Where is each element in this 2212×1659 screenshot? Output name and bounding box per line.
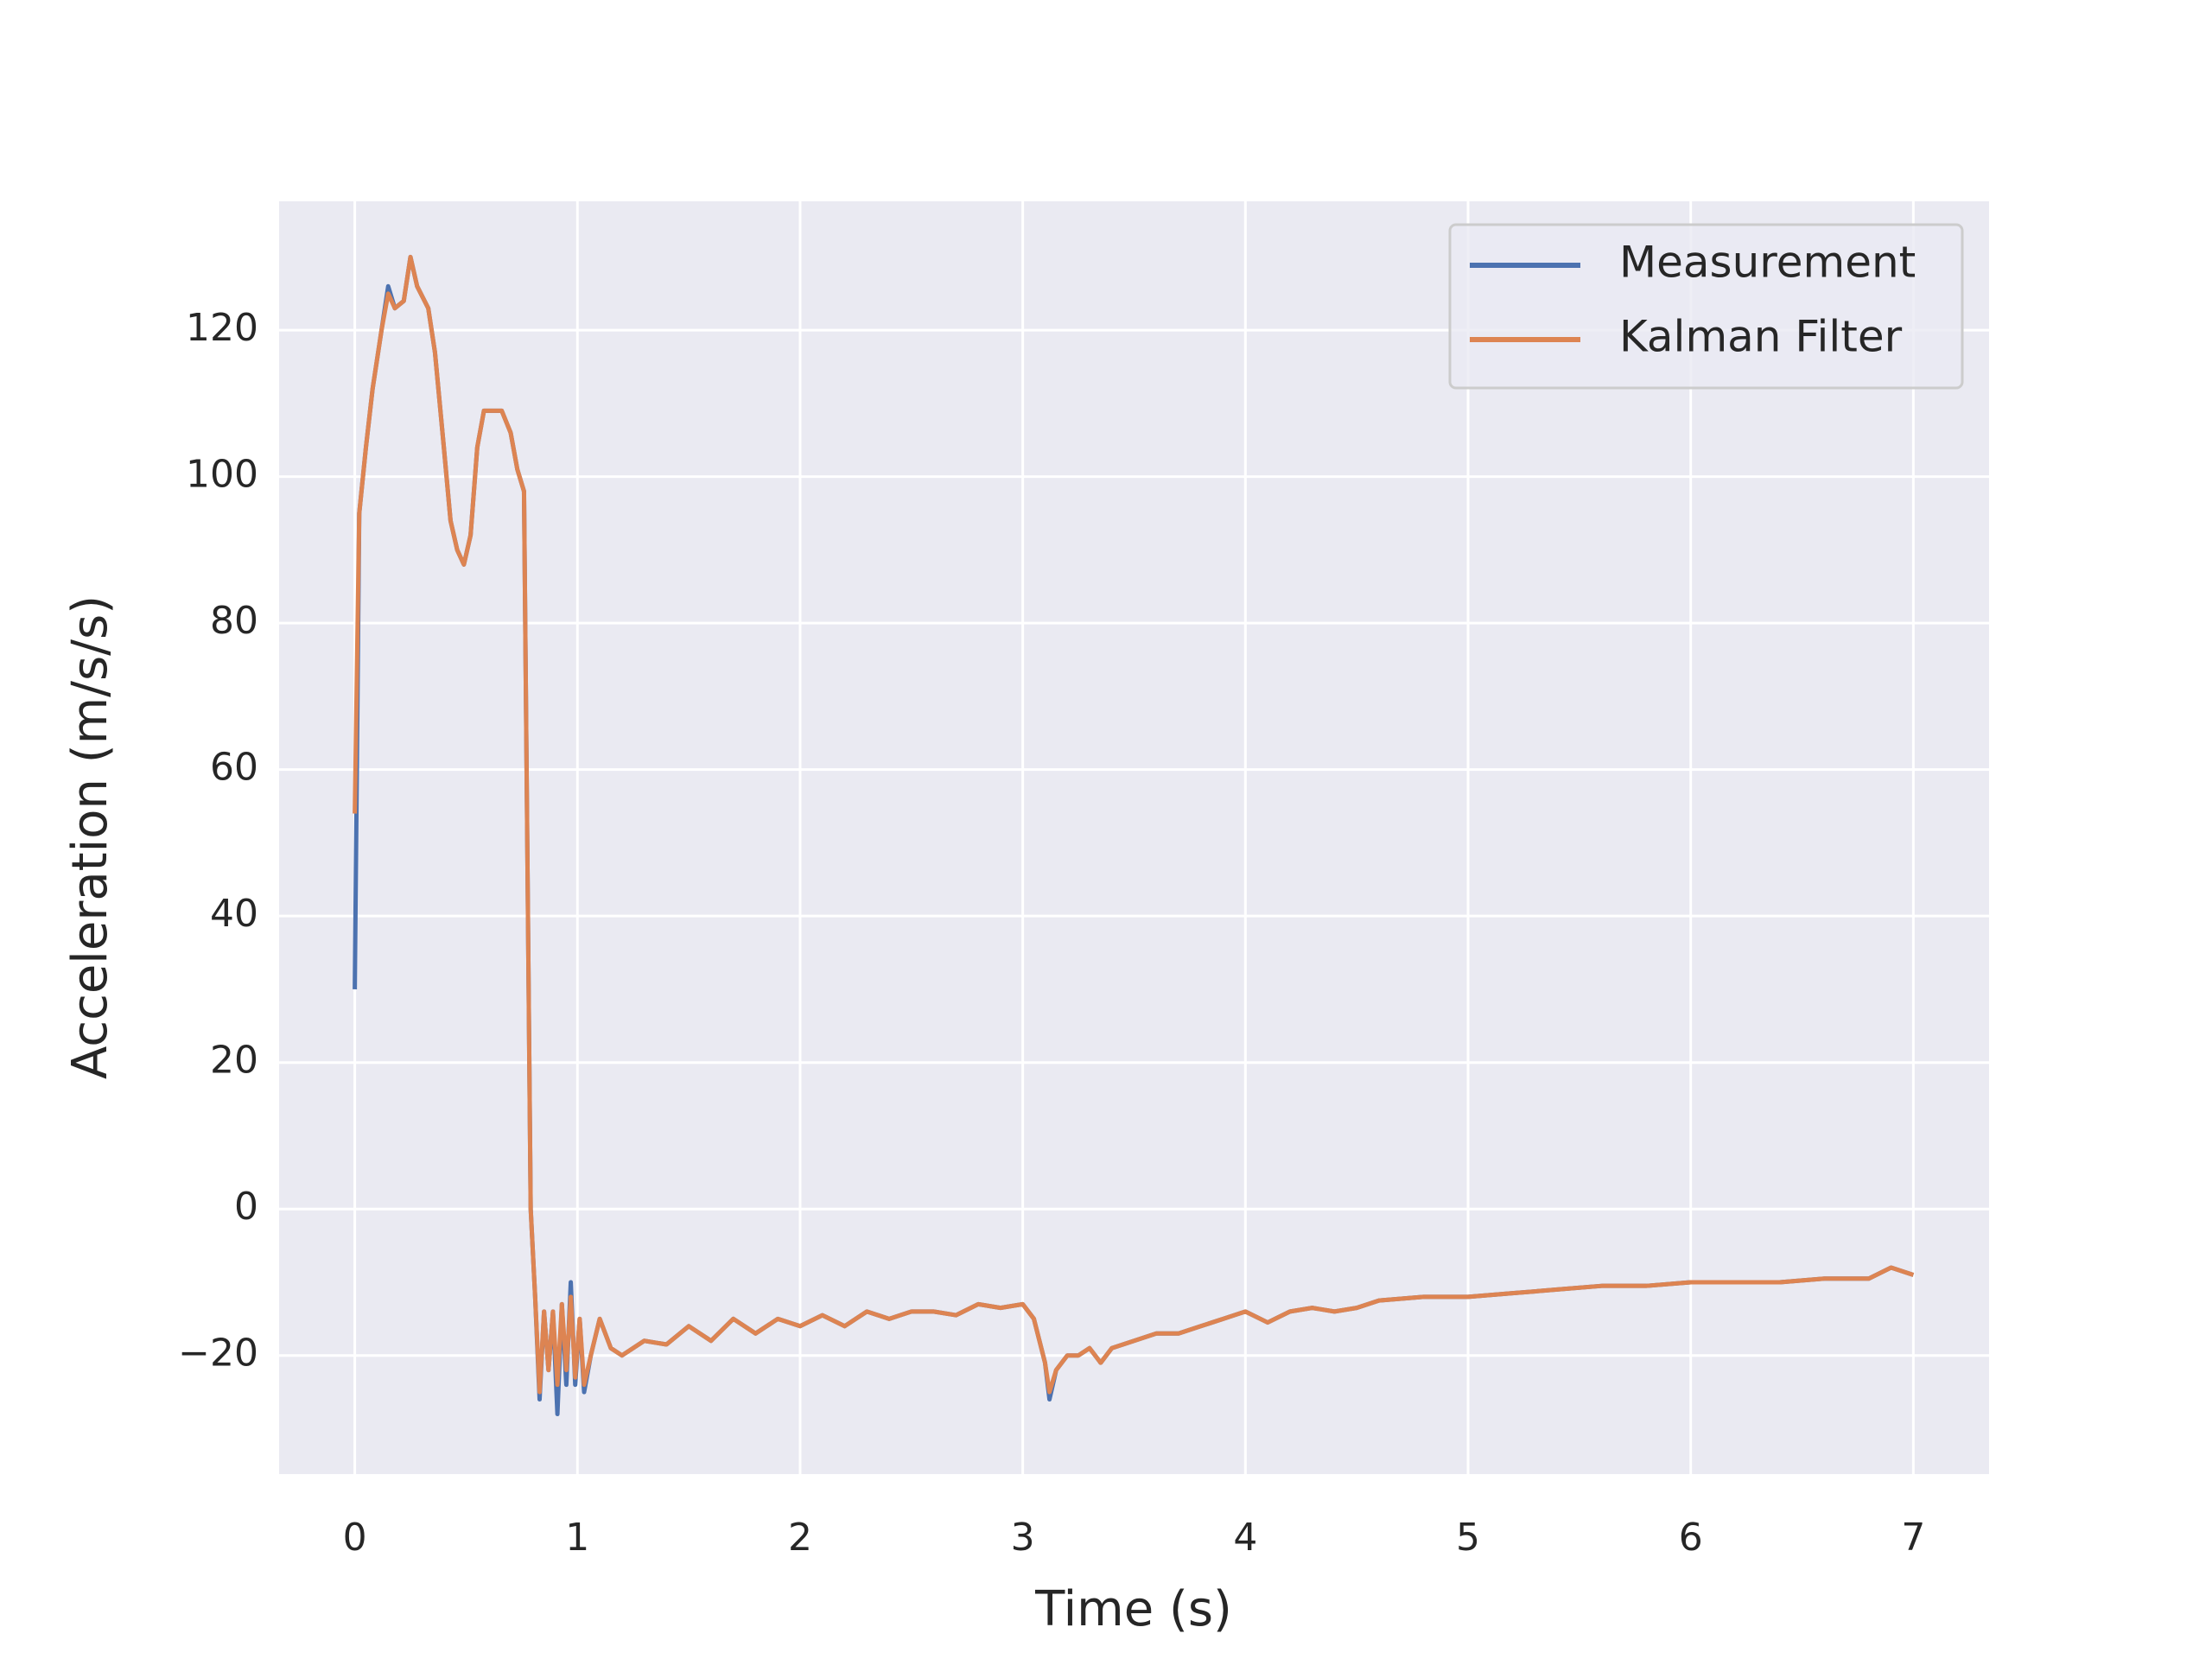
legend-label: Kalman Filter [1619, 312, 1903, 362]
y-tick-label: −20 [178, 1332, 258, 1376]
x-tick-label: 3 [1011, 1516, 1035, 1560]
x-tick-label: 7 [1901, 1516, 1925, 1560]
y-tick-label: 60 [210, 746, 258, 790]
y-tick-label: 120 [186, 306, 258, 350]
y-tick-label: 0 [234, 1185, 258, 1229]
y-tick-label: 80 [210, 599, 258, 643]
y-axis-label: Acceleration (m/s/s) [62, 595, 118, 1079]
x-tick-label: 2 [788, 1516, 812, 1560]
ticks: 0 1 2 3 4 5 6 7 −20 0 20 40 60 80 100 120 [178, 306, 1925, 1560]
y-tick-label: 20 [210, 1039, 258, 1083]
x-tick-label: 4 [1233, 1516, 1257, 1560]
legend: Measurement Kalman Filter [1448, 223, 1964, 390]
y-tick-label: 40 [210, 892, 258, 936]
x-tick-label: 1 [565, 1516, 589, 1560]
x-tick-label: 5 [1456, 1516, 1480, 1560]
series-line [353, 254, 1915, 1395]
x-axis-label: Time (s) [1034, 1581, 1232, 1637]
lines [353, 254, 1915, 1416]
x-tick-label: 0 [343, 1516, 367, 1560]
legend-label: Measurement [1619, 238, 1916, 288]
y-tick-label: 100 [186, 453, 258, 497]
x-tick-label: 6 [1679, 1516, 1703, 1560]
plot-area [279, 201, 1989, 1474]
